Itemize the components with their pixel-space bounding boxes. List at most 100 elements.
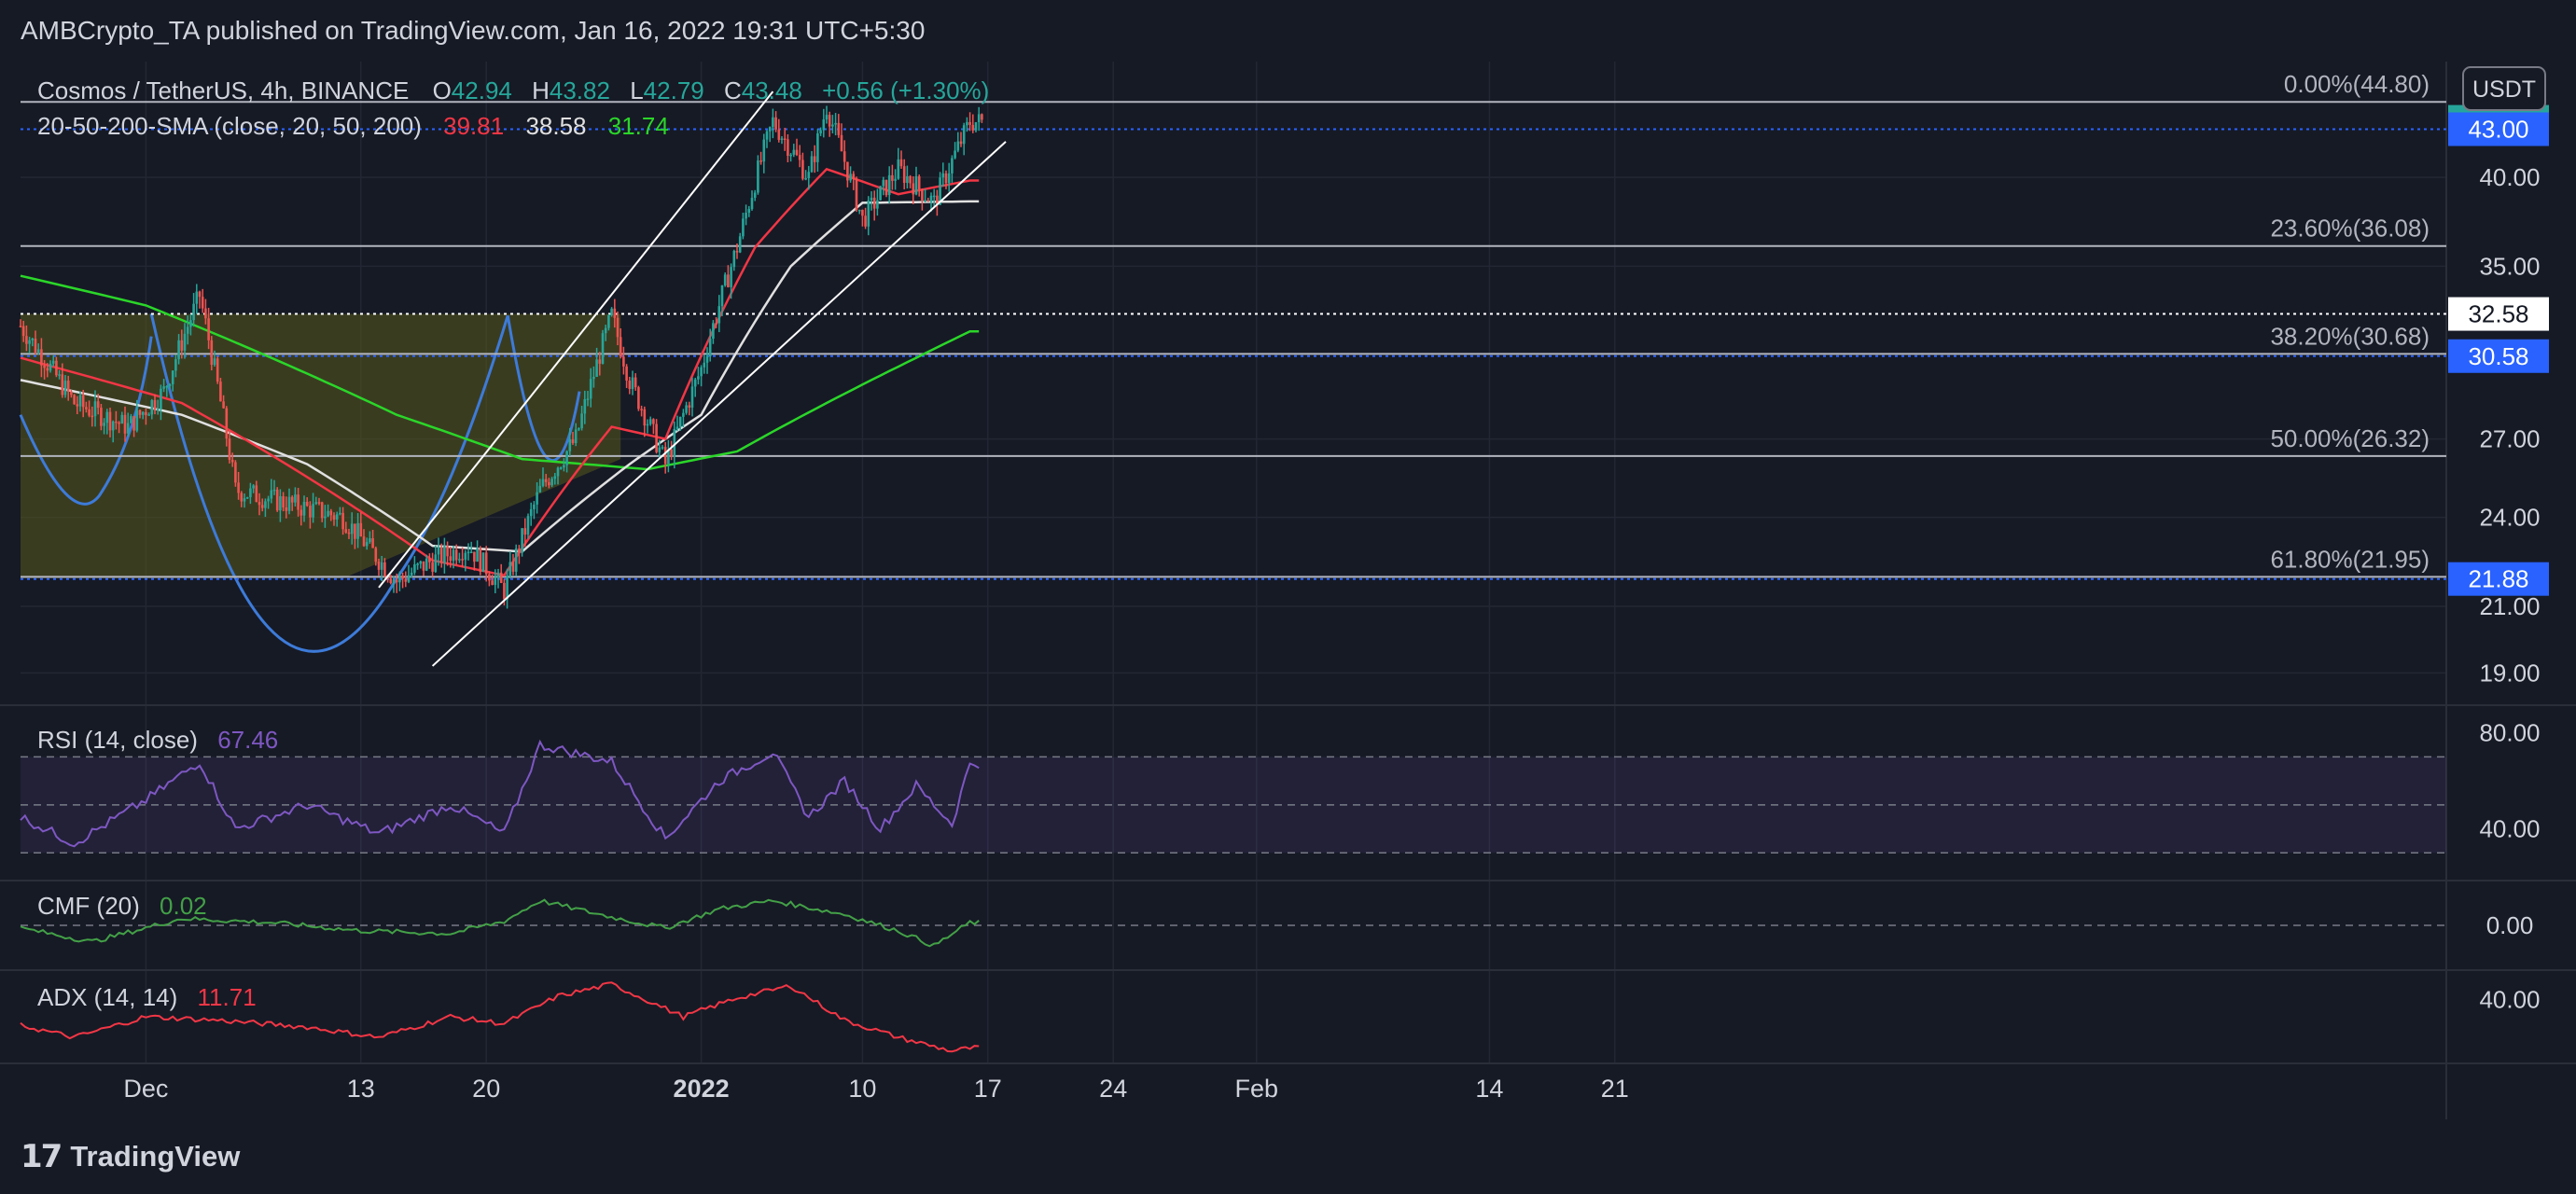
adx-value: 11.71 [198,983,257,1011]
candle-body [518,548,521,553]
candle-body [55,360,58,376]
candle-body [816,133,819,162]
candle-body [846,161,849,181]
candle-body [670,449,673,457]
price-axis[interactable]: 40.0035.0027.0024.0021.0019.0043.4843.00… [2448,104,2549,687]
cmf-legend: CMF (20) 0.02 [37,892,207,920]
candle-body [61,374,64,396]
candle-body [78,395,82,407]
candle-body [354,523,356,539]
candle-body [574,429,578,444]
time-tick-label: 13 [347,1075,375,1103]
candle-body [180,340,184,351]
candle-body [31,339,35,340]
candle-body [720,285,724,307]
candle-body [610,308,613,316]
candle-body [305,501,309,507]
candle-body [619,337,622,357]
candle-body [646,423,649,426]
candle-body [673,428,676,457]
trend-channel [378,90,1007,667]
candle-body [118,422,120,424]
tradingview-logo[interactable]: 17 TradingView [21,1138,240,1175]
candle-body [810,156,814,173]
candle-body [76,404,79,407]
candle-body [347,532,351,535]
candle-body [437,547,440,555]
candle-body [891,174,894,181]
candle-body [174,359,177,371]
candle-body [439,547,443,563]
price-badge [2448,112,2549,146]
candle-body [730,267,732,287]
candle-body [466,551,470,554]
candle-body [312,504,314,518]
candle-body [648,419,652,424]
candle-body [738,236,742,253]
candle-body [944,173,948,184]
candle-body [959,141,963,145]
candle-body [787,139,789,156]
currency-badge[interactable] [2462,66,2546,111]
candle-body [757,160,759,193]
candle-body [464,552,467,561]
candle-body [25,336,28,344]
candle-body [282,495,285,507]
candle-body [228,438,231,460]
candle-body [580,413,583,429]
candle-body [887,174,891,196]
candle-body [275,489,279,511]
candle-body [389,578,393,584]
cup-fill [21,313,621,579]
candle-body [947,173,951,184]
candle-body [120,414,124,423]
time-tick-label: 17 [974,1075,1002,1103]
candle-body [712,323,715,340]
candle-body [882,179,885,187]
candle-body [765,131,769,140]
candle-body [398,576,401,583]
candle-body [536,492,538,505]
cup-curve [149,312,509,653]
candle-body [697,376,700,380]
price-badge [2448,562,2549,596]
sma50-value: 38.58 [525,112,586,140]
candle-body [601,333,605,364]
candle-body [678,416,682,427]
candle-body [135,410,139,431]
candle-body [768,127,772,132]
candle-body [742,218,745,237]
candle-body [690,386,694,408]
candle-body [73,395,76,405]
left-handle-curve [19,336,153,506]
candle-body [951,158,954,174]
candle-body [693,379,697,387]
candle-body [565,451,568,465]
candle-body [85,407,88,410]
candle-body [837,122,841,135]
candle-body [962,125,966,145]
candle-body [183,333,187,351]
time-tick-label: 24 [1099,1075,1127,1103]
channel-upper [378,90,774,589]
candle-body [230,459,234,463]
candle-body [631,377,634,389]
candle-body [717,306,721,324]
candle-body [924,200,926,202]
legend-low: 42.79 [644,76,704,104]
candle-body [732,250,736,268]
candle-body [508,562,512,576]
time-axis[interactable]: Dec 13 20 2022 10 17 24 Feb 14 21 [123,1075,1628,1103]
candle-body [46,368,49,371]
candle-body [563,465,565,468]
candle-body [329,510,333,516]
legend-line: Cosmos / TetherUS, 4h, BINANCE O42.94 H4… [37,76,989,104]
footer: 17 TradingView [0,1119,2576,1194]
grid-layer [0,62,2576,1119]
candle-body [652,419,655,424]
candle-body [595,359,598,377]
chart-canvas[interactable]: 0.00%(44.80) 23.60%(36.08) 38.20%(30.68) 50… [0,62,2576,1119]
tradingview-logo-text: TradingView [70,1140,241,1173]
sma50-line [20,200,980,553]
time-tick-label: 21 [1601,1075,1629,1103]
